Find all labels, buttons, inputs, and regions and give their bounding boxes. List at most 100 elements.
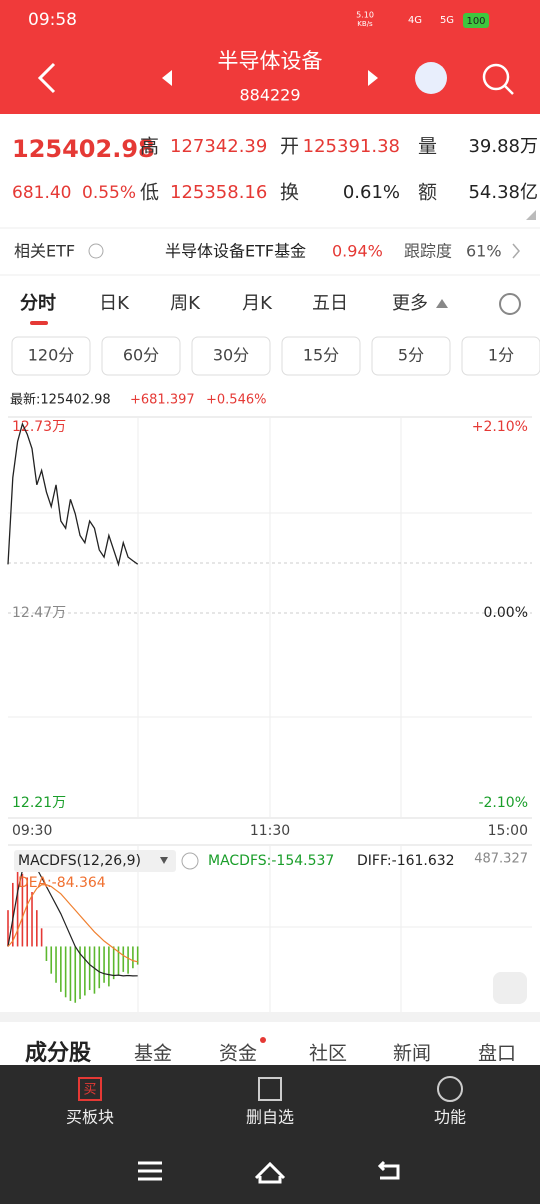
macd-bar <box>69 946 72 1001</box>
title: 半导体设备 <box>218 49 323 73</box>
price-line <box>7 422 139 567</box>
period-button[interactable] <box>461 336 540 376</box>
macd-name: MACDFS(12,26,9) <box>18 853 141 869</box>
tab[interactable]: 周K <box>170 293 201 314</box>
macd-bar <box>136 946 139 965</box>
time-label: 15:00 <box>488 823 528 839</box>
period-button[interactable] <box>281 336 361 376</box>
badge <box>260 1037 266 1043</box>
period[interactable]: 5分 <box>398 346 424 365</box>
back-icon[interactable] <box>37 62 56 94</box>
period[interactable]: 30分 <box>213 346 249 365</box>
price: 125402.98 <box>12 135 155 163</box>
macd-select[interactable] <box>14 850 176 872</box>
status-speed: 5.10 <box>356 11 374 20</box>
macd-bar <box>93 946 96 994</box>
macd-bar <box>40 928 43 947</box>
change: 681.40 <box>12 183 71 203</box>
dea-label: DEA:-84.364 <box>18 875 106 891</box>
bottom-tab[interactable]: 社区 <box>309 1043 347 1065</box>
period-button[interactable] <box>371 336 451 376</box>
time-label: 09:30 <box>12 823 52 839</box>
pct: 0.55% <box>82 183 136 203</box>
search-icon[interactable] <box>482 63 510 91</box>
action[interactable]: 买板块 <box>66 1108 114 1127</box>
info-pct: +0.546% <box>206 393 266 408</box>
field-label: 额 <box>418 182 437 204</box>
nav-back[interactable] <box>377 1160 400 1180</box>
battery-level: 100 <box>466 16 485 27</box>
macdfs: MACDFS:-154.537 <box>208 853 334 869</box>
nav-menu[interactable] <box>138 1161 162 1181</box>
macd-bar <box>84 946 86 996</box>
right-label: +2.10% <box>472 419 528 435</box>
macd-bar <box>112 946 115 980</box>
header-bg <box>0 0 540 114</box>
macd-bar <box>12 882 14 947</box>
divider <box>0 1012 540 1022</box>
period[interactable]: 60分 <box>123 346 159 365</box>
bottom-tab[interactable]: 资金 <box>219 1043 257 1065</box>
macd-bar <box>16 870 19 947</box>
period[interactable]: 120分 <box>28 346 75 365</box>
battery <box>463 13 489 28</box>
etf-track-label: 跟踪度 <box>404 242 452 261</box>
action[interactable]: 功能 <box>434 1108 466 1127</box>
next-icon[interactable] <box>368 70 378 86</box>
status-net: 5G <box>440 15 454 26</box>
tab[interactable]: 五日 <box>312 293 348 314</box>
macd-bar <box>122 946 125 972</box>
etf-name: 半导体设备ETF基金 <box>165 242 306 261</box>
field-value: 54.38亿 <box>468 182 538 203</box>
macd-bar <box>127 946 129 974</box>
tab[interactable]: 月K <box>242 293 273 314</box>
tab[interactable]: 分时 <box>20 293 56 314</box>
macd-bar <box>7 910 9 947</box>
action[interactable]: 删自选 <box>246 1108 294 1127</box>
expand-icon[interactable] <box>493 972 527 1004</box>
nav-home[interactable] <box>254 1161 286 1184</box>
bottom-tab[interactable]: 新闻 <box>393 1043 431 1065</box>
field-value: 0.61% <box>343 182 400 203</box>
bottom-tab[interactable]: 成分股 <box>25 1041 91 1066</box>
search-icon-handle <box>504 85 514 95</box>
period-button[interactable] <box>11 336 91 376</box>
prev-icon[interactable] <box>162 70 172 86</box>
help-icon <box>88 243 104 259</box>
bottom-tab[interactable]: 基金 <box>134 1043 172 1065</box>
macd-dea <box>7 884 138 963</box>
macd-bar <box>55 946 57 983</box>
status-net: 4G <box>408 15 422 26</box>
left-label: 12.47万 <box>12 605 66 621</box>
status-time: 09:58 <box>28 10 77 30</box>
period-button[interactable] <box>191 336 271 376</box>
macd-bar <box>60 946 62 992</box>
macd-bar <box>64 946 67 998</box>
code: 884229 <box>239 86 300 105</box>
macd-bar <box>36 910 38 947</box>
field-value: 125358.16 <box>170 182 267 203</box>
delete-icon <box>258 1077 282 1101</box>
period[interactable]: 15分 <box>303 346 339 365</box>
period-button[interactable] <box>101 336 181 376</box>
field-value: 39.88万 <box>468 136 538 157</box>
diff-label: DIFF:-161.632 <box>357 853 455 869</box>
macd-bar <box>31 892 33 947</box>
bot-icon[interactable] <box>415 62 447 94</box>
macd-bar <box>98 946 101 989</box>
bottom-tab[interactable]: 盘口 <box>478 1043 516 1065</box>
macd-bar <box>88 946 91 991</box>
macd-bar <box>132 946 134 969</box>
tab[interactable]: 更多 <box>392 293 428 314</box>
field-value: 125391.38 <box>303 136 400 157</box>
macd-bar <box>26 877 29 947</box>
tab[interactable]: 日K <box>99 293 130 314</box>
right-label: -2.10% <box>478 795 528 811</box>
period[interactable]: 1分 <box>488 346 514 365</box>
settings-icon[interactable] <box>499 293 521 315</box>
time-label: 11:30 <box>250 823 290 839</box>
tab-indicator <box>30 321 48 325</box>
macd-bar <box>21 873 24 947</box>
